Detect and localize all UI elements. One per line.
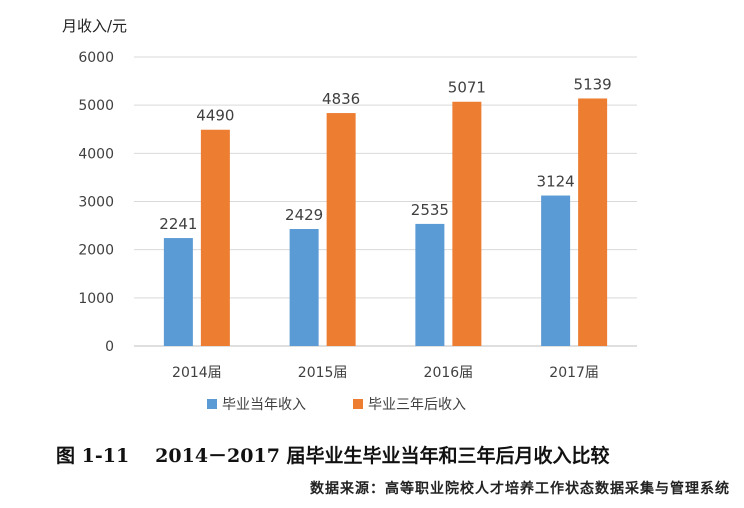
data-label: 5139 bbox=[574, 75, 612, 93]
y-tick-label: 1000 bbox=[78, 291, 114, 307]
legend-swatch bbox=[207, 399, 217, 409]
y-tick-label: 0 bbox=[105, 339, 114, 355]
data-label: 5071 bbox=[448, 79, 486, 97]
bar-2014届-series-1 bbox=[200, 129, 230, 346]
bar-2015届-series-0 bbox=[289, 229, 319, 346]
legend-swatch bbox=[353, 399, 363, 409]
bar-2017届-series-1 bbox=[578, 98, 608, 346]
x-tick-label: 2014届 bbox=[172, 365, 222, 381]
data-label: 2535 bbox=[411, 201, 449, 219]
y-axis-label: 月收入/元 bbox=[62, 17, 127, 35]
bars: 2241 4490 2429 4836 2535 5071 3124 5139 bbox=[159, 75, 612, 347]
bar-2016届-series-0 bbox=[415, 223, 445, 346]
y-axis-ticks: 0 1000 2000 3000 4000 5000 6000 bbox=[78, 50, 114, 355]
bar-2014届-series-0 bbox=[163, 238, 193, 346]
legend-label: 毕业三年后收入 bbox=[368, 397, 466, 413]
bar-2017届-series-0 bbox=[541, 195, 571, 346]
x-tick-label: 2015届 bbox=[298, 365, 348, 381]
data-label: 2241 bbox=[159, 215, 197, 233]
legend: 毕业当年收入 毕业三年后收入 bbox=[207, 397, 466, 413]
data-source: 数据来源：高等职业院校人才培养工作状态数据采集与管理系统 bbox=[310, 481, 730, 497]
y-tick-label: 3000 bbox=[78, 195, 114, 211]
y-tick-label: 5000 bbox=[78, 98, 114, 114]
x-tick-label: 2017届 bbox=[549, 365, 599, 381]
data-label: 4836 bbox=[322, 90, 360, 108]
bar-chart: 月收入/元 0 1000 2000 3000 4000 5000 6000 2241 4490… bbox=[62, 17, 637, 413]
figure-number: 图 1-11 bbox=[56, 445, 130, 467]
bar-2016届-series-1 bbox=[452, 101, 482, 347]
x-axis-ticks: 2014届 2015届 2016届 2017届 bbox=[172, 365, 599, 381]
data-label: 2429 bbox=[285, 206, 323, 224]
y-tick-label: 2000 bbox=[78, 243, 114, 259]
figure-caption: 图 1-11 2014－2017 届毕业生毕业当年和三年后月收入比较 bbox=[56, 441, 610, 468]
y-tick-label: 6000 bbox=[78, 50, 114, 66]
figure-title: 2014－2017 届毕业生毕业当年和三年后月收入比较 bbox=[155, 445, 610, 467]
bar-2015届-series-1 bbox=[326, 113, 356, 346]
data-label: 3124 bbox=[537, 173, 575, 191]
data-label: 4490 bbox=[196, 107, 234, 125]
x-tick-label: 2016届 bbox=[424, 365, 474, 381]
legend-label: 毕业当年收入 bbox=[222, 397, 306, 413]
y-tick-label: 4000 bbox=[78, 146, 114, 162]
